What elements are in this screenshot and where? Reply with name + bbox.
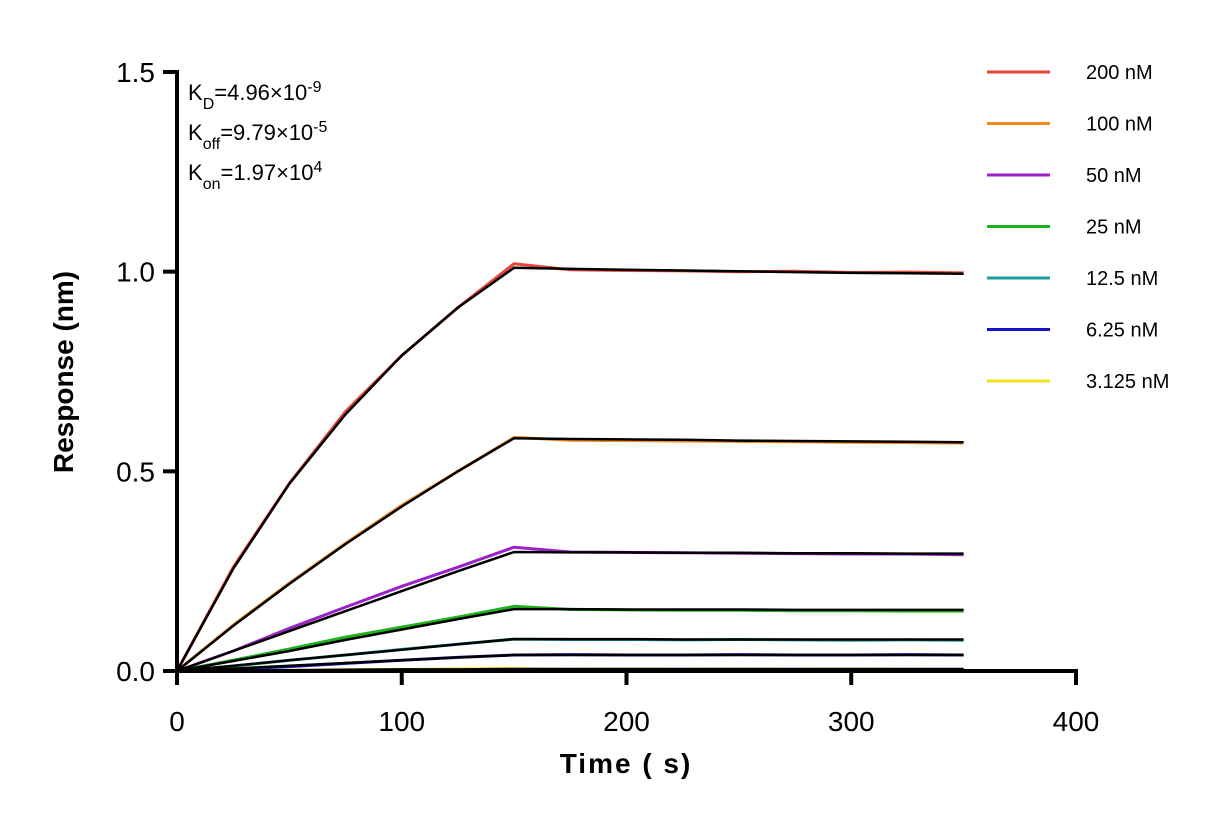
symbol: K bbox=[188, 120, 203, 145]
y-axis-label: Response (nm) bbox=[48, 271, 79, 473]
subscript: on bbox=[203, 176, 221, 193]
legend-label: 200 nM bbox=[1086, 62, 1153, 84]
fit-line bbox=[176, 653, 964, 673]
x-tick-label: 100 bbox=[378, 706, 425, 737]
fit-line bbox=[176, 550, 964, 673]
fit-line bbox=[176, 637, 964, 673]
fit-line bbox=[175, 266, 964, 672]
legend-label: 12.5 nM bbox=[1086, 268, 1158, 290]
x-tick-label: 200 bbox=[603, 706, 650, 737]
x-axis-label: Time ( s) bbox=[560, 748, 693, 779]
fit-line bbox=[176, 607, 964, 673]
subscript: off bbox=[203, 136, 221, 153]
legend-label: 25 nM bbox=[1086, 217, 1142, 239]
fit-line bbox=[176, 436, 964, 672]
annotation: Kon=1.97×104 bbox=[188, 159, 322, 193]
x-tick-label: 300 bbox=[828, 706, 875, 737]
annotation: KD=4.96×10-9 bbox=[188, 79, 322, 113]
legend-label: 100 nM bbox=[1086, 114, 1153, 136]
x-tick-label: 400 bbox=[1053, 706, 1100, 737]
y-tick-label: 0.0 bbox=[116, 656, 155, 687]
text: =1.97×10 bbox=[220, 160, 313, 185]
legend-label: 3.125 nM bbox=[1086, 371, 1169, 393]
superscript: -5 bbox=[313, 119, 327, 136]
superscript: 4 bbox=[313, 159, 322, 176]
symbol: K bbox=[188, 160, 203, 185]
x-tick-label: 0 bbox=[169, 706, 185, 737]
superscript: -9 bbox=[307, 79, 321, 96]
legend-label: 50 nM bbox=[1086, 165, 1142, 187]
y-tick-label: 1.5 bbox=[116, 57, 155, 88]
text: =4.96×10 bbox=[214, 80, 307, 105]
y-tick-label: 0.5 bbox=[116, 456, 155, 487]
text: =9.79×10 bbox=[220, 120, 313, 145]
subscript: D bbox=[203, 96, 215, 113]
legend-label: 6.25 nM bbox=[1086, 320, 1158, 342]
y-tick-label: 1.0 bbox=[116, 257, 155, 288]
symbol: K bbox=[188, 80, 203, 105]
annotation: Koff=9.79×10-5 bbox=[188, 119, 328, 153]
